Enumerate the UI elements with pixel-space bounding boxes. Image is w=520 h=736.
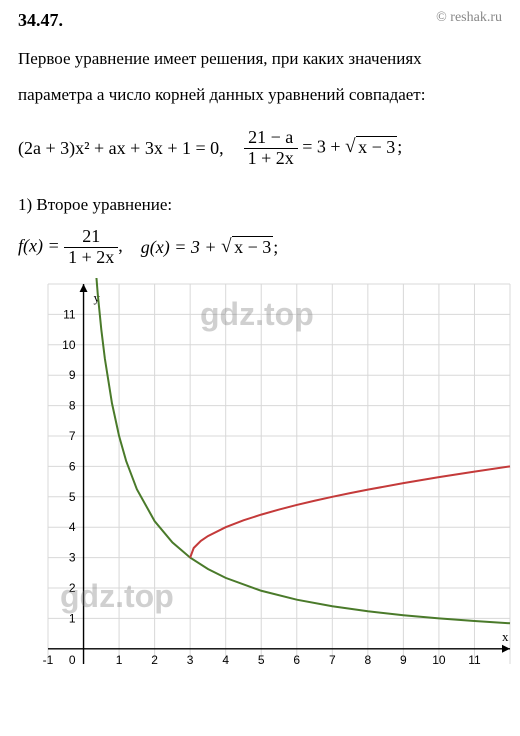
y-axis-arrow — [80, 284, 88, 292]
eq2-rhs-pre: = 3 + — [302, 137, 345, 157]
y-tick-label: 4 — [69, 520, 76, 534]
x-tick-label: 11 — [468, 652, 481, 666]
f-prefix: f(x) = — [18, 235, 64, 255]
x-tick-label: 9 — [400, 652, 407, 666]
y-tick-label: 10 — [62, 337, 76, 351]
g-end: ; — [273, 237, 278, 257]
text-line-1: Первое уравнение имеет решения, при каки… — [18, 41, 502, 77]
g-radicand: x − 3 — [232, 236, 273, 257]
section-1-label: 1) Второе уравнение: — [0, 187, 520, 221]
x-tick-label: 6 — [293, 652, 300, 666]
y-tick-label: 3 — [69, 550, 76, 564]
series-line — [85, 278, 510, 623]
eq2-radicand: x − 3 — [356, 136, 397, 157]
y-tick-label: 8 — [69, 398, 76, 412]
chart-area: xy-1123456789101112345678910110 gdz.top … — [0, 278, 520, 686]
y-tick-label: 6 — [69, 459, 76, 473]
x-tick-label: 2 — [151, 652, 158, 666]
origin-label: 0 — [69, 652, 76, 666]
f-func: f(x) = 21 1 + 2x , — [18, 227, 123, 268]
text-line-2: параметра a число корней данных уравнени… — [18, 77, 502, 113]
y-tick-label: 2 — [69, 581, 76, 595]
eq2-end: ; — [397, 137, 402, 157]
f-end: , — [118, 235, 123, 255]
x-tick-label: 4 — [222, 652, 229, 666]
y-tick-label: 9 — [69, 368, 76, 382]
g-prefix: g(x) = 3 + — [141, 237, 221, 257]
x-tick-label: 10 — [432, 652, 446, 666]
x-tick-label: -1 — [43, 652, 54, 666]
x-tick-label: 7 — [329, 652, 336, 666]
equation-1: (2a + 3)x² + ax + 3x + 1 = 0, — [18, 138, 224, 159]
eq2-numerator: 21 − a — [244, 128, 298, 149]
equation-2: 21 − a 1 + 2x = 3 + x − 3; — [244, 128, 403, 169]
y-tick-label: 11 — [63, 307, 76, 321]
series-line — [190, 466, 510, 557]
y-tick-label: 5 — [69, 489, 76, 503]
y-tick-label: 1 — [69, 611, 76, 625]
chart-svg: xy-1123456789101112345678910110 — [0, 278, 520, 686]
eq2-denominator: 1 + 2x — [244, 149, 298, 169]
x-tick-label: 3 — [187, 652, 194, 666]
g-func: g(x) = 3 + x − 3; — [141, 237, 278, 258]
x-tick-label: 8 — [365, 652, 372, 666]
x-axis-arrow — [502, 644, 510, 652]
problem-number: 34.47. — [18, 10, 63, 31]
f-denominator: 1 + 2x — [64, 248, 118, 268]
x-tick-label: 1 — [116, 652, 123, 666]
f-numerator: 21 — [64, 227, 118, 248]
y-tick-label: 7 — [69, 429, 76, 443]
x-tick-label: 5 — [258, 652, 265, 666]
copyright: © reshak.ru — [436, 10, 502, 31]
x-axis-label: x — [502, 628, 509, 643]
